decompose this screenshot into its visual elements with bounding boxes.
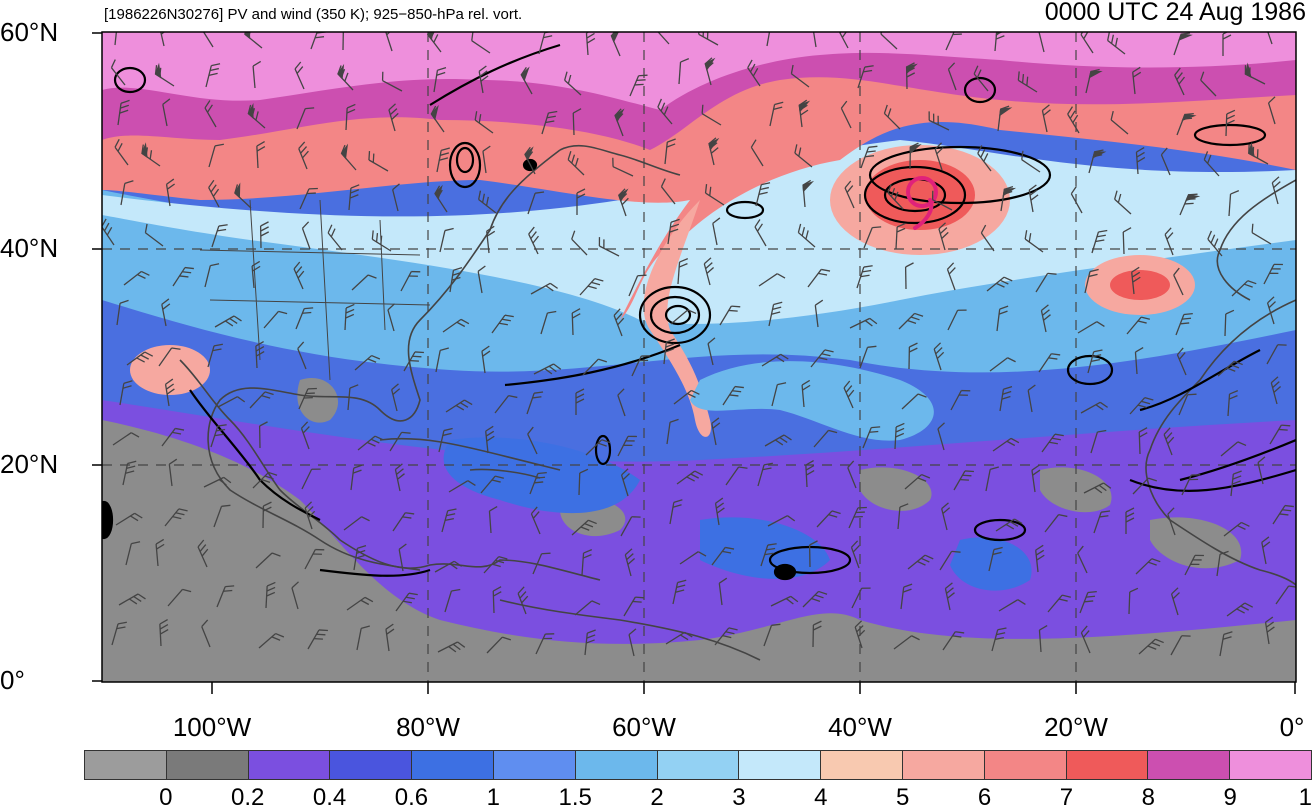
colorbar-box xyxy=(412,751,494,779)
colorbar-box xyxy=(1148,751,1230,779)
colorbar-label: 0.2 xyxy=(231,784,264,812)
map-valid-time: 0000 UTC 24 Aug 1986 xyxy=(1045,0,1306,27)
lon-label-80w: 80°W xyxy=(396,712,460,743)
map-title: [1986226N30276] PV and wind (350 K); 925… xyxy=(104,6,522,23)
lon-label-40w: 40°W xyxy=(828,712,892,743)
lat-label-60n: 60°N xyxy=(0,17,66,48)
colorbar-box xyxy=(494,751,576,779)
colorbar-box xyxy=(576,751,658,779)
pv-field xyxy=(102,32,1296,682)
pv-cutoff-red xyxy=(865,160,975,230)
colorbar-box xyxy=(1230,751,1311,779)
colorbar-box xyxy=(167,751,249,779)
lat-label-20n: 20°N xyxy=(0,449,66,480)
colorbar-label: 4 xyxy=(814,784,827,812)
colorbar-label: 2 xyxy=(650,784,663,812)
pv-gulf-salmon xyxy=(130,345,210,395)
colorbar-label: 5 xyxy=(896,784,909,812)
lon-label-100w: 100°W xyxy=(173,712,251,743)
pv-eastern-red xyxy=(1110,270,1170,300)
lat-label-40n: 40°N xyxy=(0,233,66,264)
colorbar-box xyxy=(249,751,331,779)
colorbar-box xyxy=(903,751,985,779)
vort-contour-southern-core xyxy=(775,565,795,579)
colorbar-box xyxy=(985,751,1067,779)
colorbar-box xyxy=(739,751,821,779)
colorbar-box xyxy=(1067,751,1149,779)
vort-contour-leftedge-core xyxy=(96,502,112,538)
colorbar-label: 6 xyxy=(978,784,991,812)
lon-label-60w: 60°W xyxy=(612,712,676,743)
lon-label-20w: 20°W xyxy=(1044,712,1108,743)
colorbar-label: 8 xyxy=(1142,784,1155,812)
pv-colorbar xyxy=(84,750,1312,780)
colorbar-label: 0.4 xyxy=(313,784,346,812)
colorbar-box xyxy=(821,751,903,779)
lat-label-0: 0° xyxy=(0,665,66,696)
colorbar-label: 0.6 xyxy=(395,784,428,812)
colorbar-label: 7 xyxy=(1060,784,1073,812)
colorbar-label: 3 xyxy=(732,784,745,812)
colorbar-box xyxy=(330,751,412,779)
colorbar-label: 9 xyxy=(1223,784,1236,812)
colorbar-label: 10 xyxy=(1299,784,1312,812)
colorbar-label: 1 xyxy=(487,784,500,812)
colorbar-box xyxy=(85,751,167,779)
colorbar-label: 0 xyxy=(159,784,172,812)
lon-label-0: 0° xyxy=(1280,712,1305,743)
colorbar-box xyxy=(658,751,740,779)
colorbar-label: 1.5 xyxy=(559,784,592,812)
